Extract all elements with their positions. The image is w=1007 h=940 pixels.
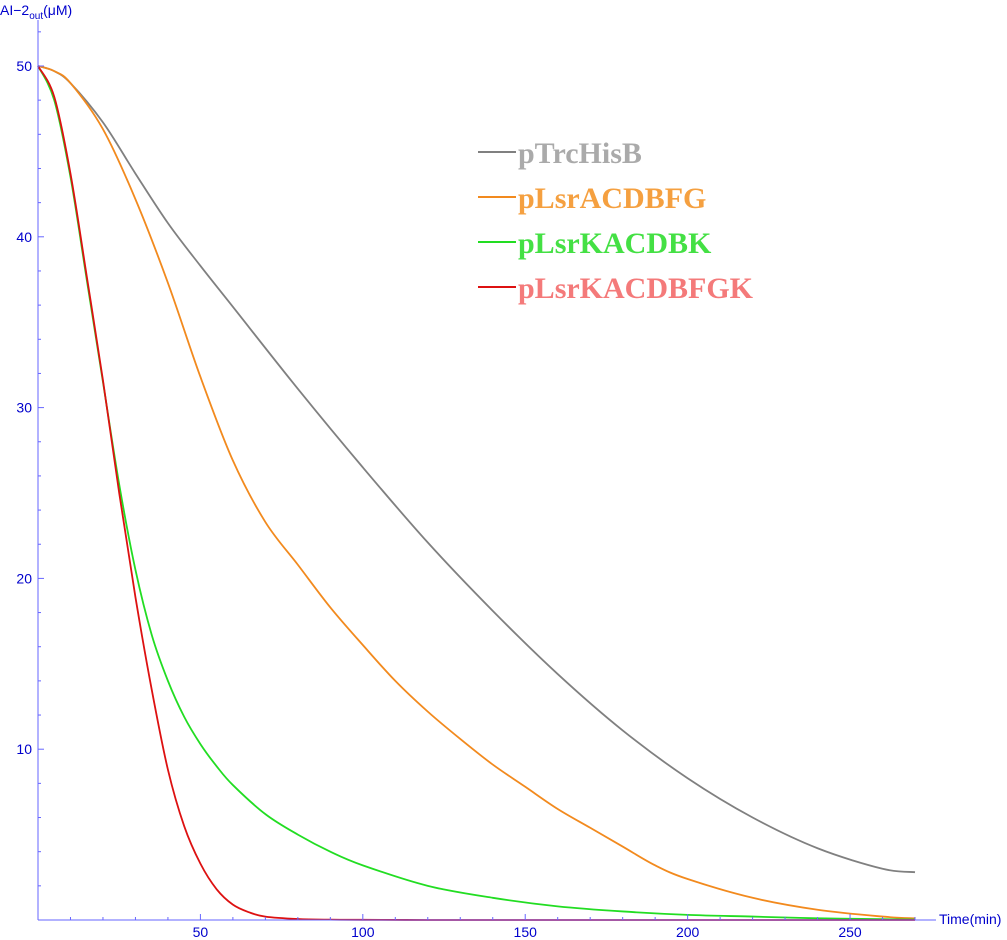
series-line-pTrcHisB <box>37 65 916 874</box>
y-axis-label-subscript: out <box>29 11 43 22</box>
legend-label-pTrcHisB: pTrcHisB <box>518 137 642 170</box>
legend-label-pLsrKACDBK: pLsrKACDBK <box>518 227 712 260</box>
axes <box>37 20 936 921</box>
y-axis-label-main: AI−2 <box>0 2 29 18</box>
tick-marks <box>38 31 916 920</box>
x-tick-label: 200 <box>676 924 700 940</box>
x-axis-label: Time(min) <box>939 911 1001 927</box>
y-tick-label: 50 <box>16 58 32 74</box>
series-line-pLsrKACDBFGK <box>37 65 915 921</box>
x-tick-label: 100 <box>351 924 375 940</box>
legend-label-pLsrKACDBFGK: pLsrKACDBFGK <box>518 272 754 305</box>
series-line-pLsrKACDBK <box>37 65 916 921</box>
y-tick-label: 20 <box>16 570 32 586</box>
legend: pTrcHisB pLsrACDBFG pLsrKACDBK pLsrKACDBFGK <box>478 137 754 305</box>
y-axis-label-unit: (μM) <box>43 2 72 18</box>
legend-label-pLsrACDBFG: pLsrACDBFG <box>518 182 706 215</box>
x-tick-label: 50 <box>193 924 209 940</box>
series-layer <box>37 65 916 921</box>
y-tick-label: 10 <box>16 741 32 757</box>
y-tick-label: 30 <box>16 400 32 416</box>
x-tick-label: 150 <box>514 924 538 940</box>
series-line-pLsrACDBFG <box>37 65 916 920</box>
y-tick-label: 40 <box>16 229 32 245</box>
y-axis-label: AI−2out(μM) <box>0 2 72 22</box>
x-tick-label: 250 <box>838 924 862 940</box>
tick-labels: 50 100 150 200 250 10 20 30 40 50 <box>16 58 862 940</box>
